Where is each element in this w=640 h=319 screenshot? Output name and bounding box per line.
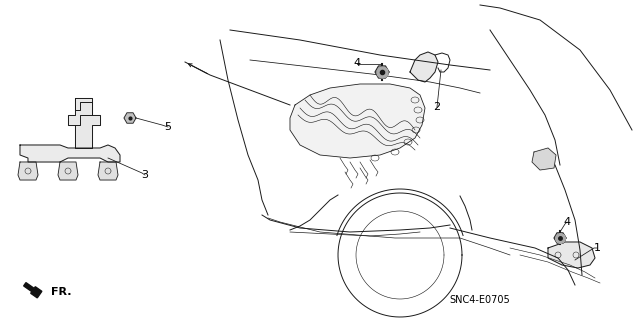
- Text: SNC4-E0705: SNC4-E0705: [450, 295, 510, 305]
- Polygon shape: [58, 162, 78, 180]
- Text: 3: 3: [141, 170, 148, 180]
- Polygon shape: [554, 233, 566, 243]
- Polygon shape: [410, 52, 438, 82]
- Polygon shape: [18, 162, 38, 180]
- Polygon shape: [20, 145, 120, 162]
- Polygon shape: [375, 66, 389, 78]
- Text: FR.: FR.: [51, 287, 72, 297]
- Polygon shape: [68, 98, 100, 148]
- Polygon shape: [24, 283, 42, 298]
- Polygon shape: [290, 84, 425, 158]
- Polygon shape: [98, 162, 118, 180]
- Polygon shape: [124, 113, 136, 123]
- Text: 4: 4: [353, 58, 360, 68]
- Text: 1: 1: [593, 243, 600, 253]
- Text: 4: 4: [563, 217, 571, 227]
- Text: 5: 5: [164, 122, 172, 132]
- Polygon shape: [532, 148, 556, 170]
- Polygon shape: [548, 242, 595, 268]
- Text: 2: 2: [433, 102, 440, 112]
